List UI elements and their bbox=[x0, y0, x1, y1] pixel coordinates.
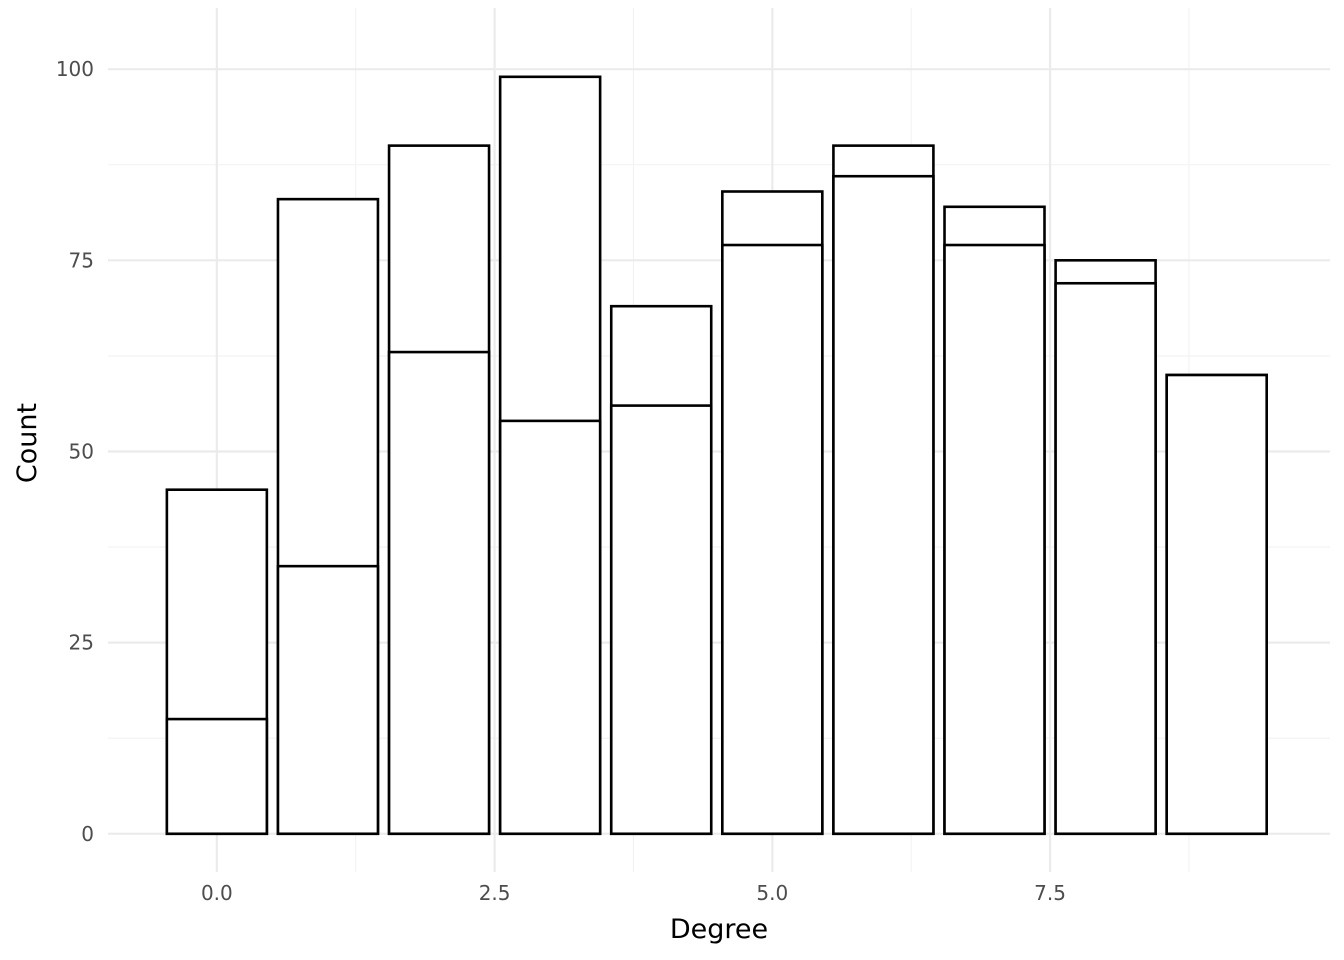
y-axis-title: Count bbox=[12, 403, 43, 483]
x-tick-label: 2.5 bbox=[479, 881, 511, 905]
bar-series-1-x-9 bbox=[1165, 373, 1268, 836]
x-tick-label: 5.0 bbox=[756, 881, 788, 905]
y-tick-label: 75 bbox=[69, 248, 94, 272]
bar-series-1-x-8 bbox=[1054, 281, 1157, 836]
y-tick-label: 25 bbox=[69, 631, 94, 655]
bar-series-1-x-0 bbox=[165, 717, 269, 836]
bar-series-1-x-2 bbox=[387, 350, 491, 836]
x-axis-ticks: 0.0 2.5 5.0 7.5 bbox=[201, 881, 1066, 905]
y-tick-label: 50 bbox=[69, 439, 94, 463]
x-tick-label: 0.0 bbox=[201, 881, 233, 905]
bar-series-1-x-1 bbox=[276, 564, 380, 836]
y-tick-label: 0 bbox=[81, 822, 94, 846]
bar-series-1-x-4 bbox=[609, 404, 713, 836]
x-tick-label: 7.5 bbox=[1034, 881, 1066, 905]
bar-series-1-x-3 bbox=[498, 419, 602, 836]
bars bbox=[165, 75, 1268, 836]
x-axis-title: Degree bbox=[670, 914, 768, 945]
bar-series-1-x-7 bbox=[943, 243, 1046, 836]
y-axis-ticks: 0 25 50 75 100 bbox=[56, 57, 94, 846]
bar-series-1-x-5 bbox=[721, 243, 824, 836]
y-tick-label: 100 bbox=[56, 57, 94, 81]
bar-series-1-x-6 bbox=[832, 174, 935, 836]
